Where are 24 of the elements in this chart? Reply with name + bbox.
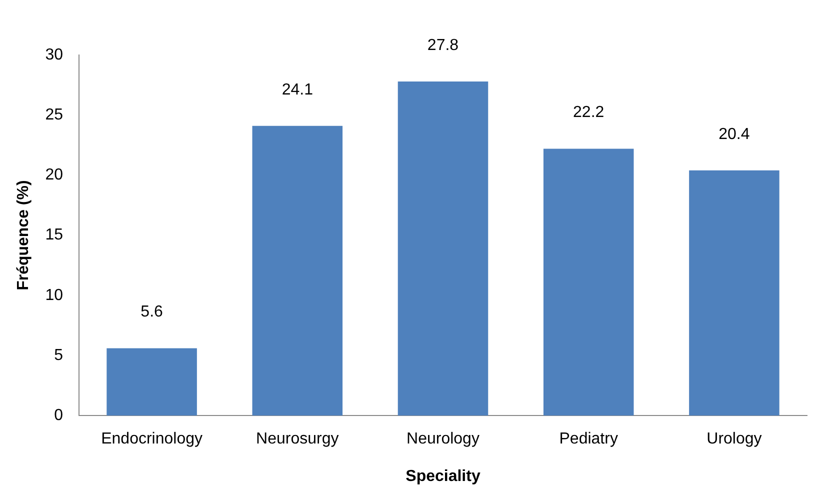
data-label: 27.8 (427, 36, 459, 54)
y-tick-label: 10 (45, 286, 64, 304)
y-tick-label: 0 (54, 407, 64, 424)
x-tick-label: Neurosurgy (256, 430, 339, 448)
y-tick-label: 5 (54, 346, 64, 364)
y-tick-label: 20 (45, 166, 64, 184)
y-axis-title: Fréquence (%) (15, 180, 32, 290)
bar (106, 348, 197, 416)
x-tick-label: Endocrinology (101, 430, 202, 448)
data-label: 24.1 (282, 81, 314, 98)
bar (689, 170, 780, 416)
data-label: 5.6 (140, 304, 164, 321)
bar (398, 81, 488, 416)
y-tick-label: 30 (45, 46, 64, 64)
data-label: 20.4 (718, 126, 750, 143)
x-tick-label: Pediatry (559, 430, 618, 448)
data-label: 22.2 (573, 104, 604, 122)
bar (252, 126, 343, 416)
x-tick-label: Urology (706, 430, 762, 448)
y-tick-label: 25 (45, 106, 64, 124)
bar (543, 148, 634, 416)
y-tick-label: 15 (45, 226, 64, 244)
x-axis-title: Speciality (406, 468, 480, 485)
x-tick-label: Neurology (406, 430, 480, 448)
